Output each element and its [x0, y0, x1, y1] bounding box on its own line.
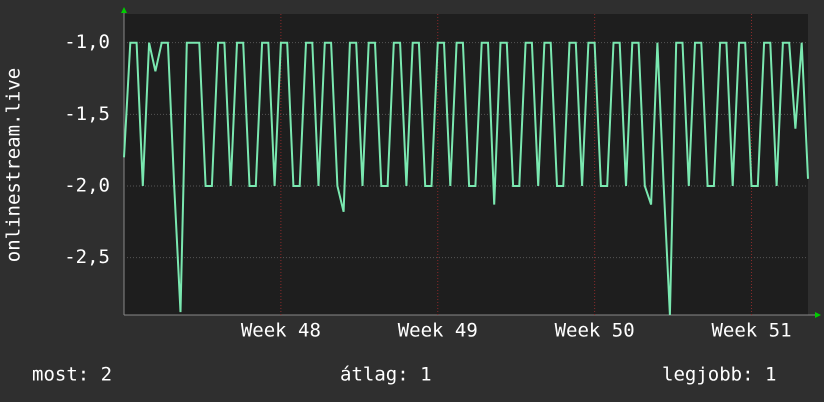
- x-axis-arrow: [815, 312, 821, 318]
- y-tick-label: -1,0: [64, 31, 110, 53]
- stat-label: átlag: 1: [340, 364, 432, 386]
- y-tick-label: -2,5: [64, 246, 110, 268]
- x-tick-label: Week 48: [241, 320, 321, 342]
- y-axis-label: onlinestream.live: [3, 68, 25, 262]
- x-tick-label: Week 50: [555, 320, 635, 342]
- x-tick-label: Week 49: [398, 320, 478, 342]
- stat-label: most: 2: [32, 364, 112, 386]
- y-tick-label: -1,5: [64, 103, 110, 125]
- y-tick-label: -2,0: [64, 175, 110, 197]
- plot-area: [124, 14, 808, 315]
- series-line: [123, 41, 809, 316]
- y-axis-arrow: [121, 7, 127, 13]
- x-tick-label: Week 51: [711, 320, 791, 342]
- stat-label: legjobb: 1: [662, 364, 776, 386]
